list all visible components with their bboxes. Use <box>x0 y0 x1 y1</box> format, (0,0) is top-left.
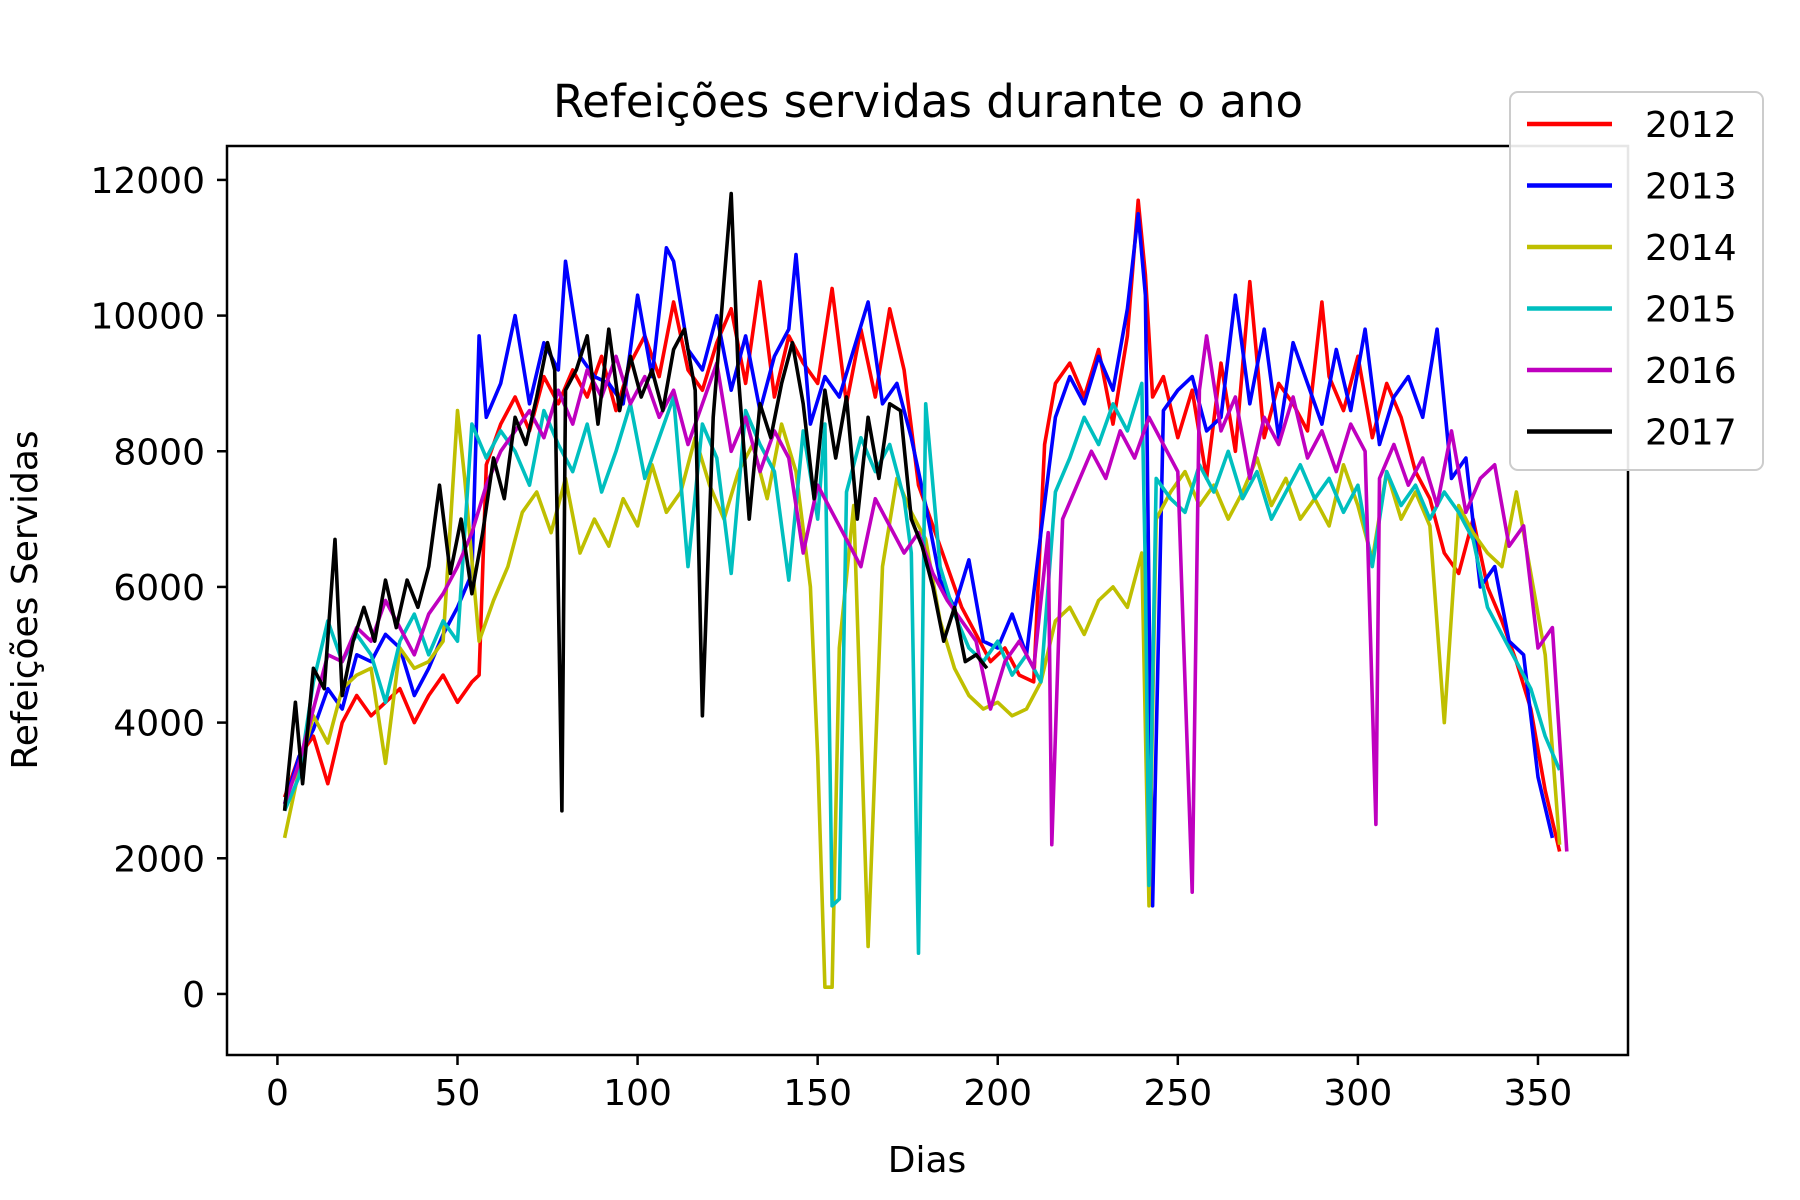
series-line-2017 <box>282 191 989 813</box>
x-tick-label: 0 <box>266 1073 289 1114</box>
series-line-2013 <box>282 212 1555 908</box>
legend-label-2014: 2014 <box>1645 228 1737 269</box>
y-tick-label: 8000 <box>113 432 205 473</box>
plot-frame <box>225 144 1630 1057</box>
x-tick-label: 200 <box>963 1073 1032 1114</box>
legend-label-2012: 2012 <box>1645 105 1737 146</box>
x-tick-label: 100 <box>603 1073 672 1114</box>
series-layer <box>282 191 1569 990</box>
plot-area <box>225 144 1630 1057</box>
chart-title: Refeições servidas durante o ano <box>553 75 1303 128</box>
legend-label-2016: 2016 <box>1645 351 1737 392</box>
x-axis: 0 50 100 150 200 250 300 350 <box>266 1055 1572 1114</box>
y-tick-label: 0 <box>182 975 205 1016</box>
y-axis: 0 2000 4000 6000 8000 10000 12000 <box>90 161 227 1016</box>
y-tick-label: 12000 <box>90 161 205 202</box>
y-axis-label: Refeições Servidas <box>5 430 46 769</box>
y-tick-label: 4000 <box>113 704 205 745</box>
x-tick-label: 250 <box>1143 1073 1212 1114</box>
x-tick-label: 50 <box>435 1073 481 1114</box>
series-line-2016 <box>282 334 1569 895</box>
y-tick-label: 6000 <box>113 568 205 609</box>
x-tick-label: 350 <box>1504 1073 1573 1114</box>
legend-label-2013: 2013 <box>1645 167 1737 208</box>
y-tick-label: 2000 <box>113 839 205 880</box>
x-tick-label: 150 <box>783 1073 852 1114</box>
legend-items: 2012 2013 2014 2015 2016 2017 <box>1527 105 1737 454</box>
y-tick-label: 10000 <box>90 297 205 338</box>
legend-label-2017: 2017 <box>1645 413 1737 454</box>
legend-label-2015: 2015 <box>1645 290 1737 331</box>
legend: 2012 2013 2014 2015 2016 2017 <box>1509 91 1764 471</box>
x-axis-label: Dias <box>888 1140 967 1181</box>
x-tick-label: 300 <box>1324 1073 1393 1114</box>
